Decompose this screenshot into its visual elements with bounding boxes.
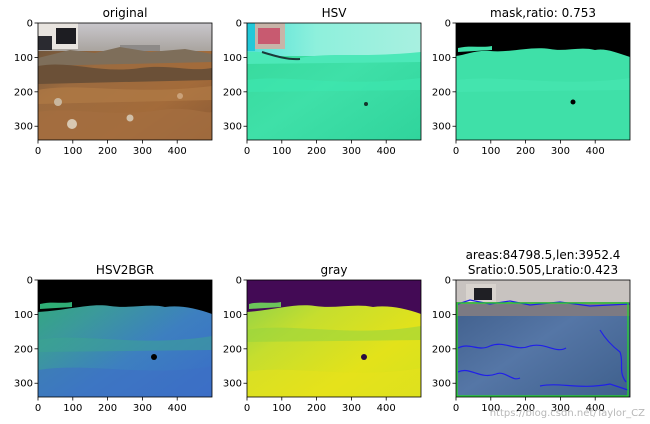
title-hsv: HSV <box>322 6 348 20</box>
original-image <box>38 23 212 140</box>
mask-xtick-label: 0 <box>453 146 459 157</box>
original-ytick-label: 300 <box>14 122 33 133</box>
contours-ytick-label: 200 <box>432 344 451 355</box>
panel-hsv2bgr <box>37 279 213 398</box>
original-xtick-label: 400 <box>168 146 187 157</box>
subtitle-contours: Sratio:0.505,Lratio:0.423 <box>468 263 618 277</box>
gray-xtick-label: 400 <box>377 403 396 414</box>
contours-ytick-label: 100 <box>432 310 451 321</box>
contours-ytick-label: 0 <box>445 276 451 287</box>
hsv2bgr-xtick-label: 200 <box>98 403 117 414</box>
hsv2bgr-ytick-label: 200 <box>14 344 33 355</box>
title-mask: mask,ratio: 0.753 <box>490 6 596 20</box>
hsv2bgr-ytick-label: 100 <box>14 310 33 321</box>
original-ytick-label: 200 <box>14 87 33 98</box>
hsv-xtick-label: 200 <box>307 146 326 157</box>
title-original: original <box>103 6 148 20</box>
hsv-ytick-label: 0 <box>236 19 242 30</box>
gray-xtick-label: 0 <box>244 403 250 414</box>
mask-frame <box>455 22 631 141</box>
watermark: https://blog.csdn.net/Taylor_CZ <box>490 408 645 419</box>
mask-xtick-label: 400 <box>586 146 605 157</box>
mask-ytick-label: 300 <box>432 122 451 133</box>
mask-xtick-label: 100 <box>481 146 500 157</box>
original-ytick-label: 100 <box>14 53 33 64</box>
original-ytick-label: 0 <box>27 19 33 30</box>
gray-image <box>247 280 421 397</box>
annotations: 0 100 200 300 400 0 100 200 300 0 100 200 300 400 0 100… <box>14 19 605 415</box>
hsv-xtick-label: 100 <box>272 146 291 157</box>
contours-xtick-label: 100 <box>481 403 500 414</box>
gray-ytick-label: 100 <box>223 310 242 321</box>
panel-gray <box>246 279 422 398</box>
hsv-ytick-label: 100 <box>223 53 242 64</box>
hsv-xtick-label: 0 <box>244 146 250 157</box>
title-contours: areas:84798.5,len:3952.4 <box>466 248 621 262</box>
contours-xtick-label: 0 <box>453 403 459 414</box>
original-xtick-label: 300 <box>133 146 152 157</box>
original-xtick-label: 200 <box>98 146 117 157</box>
mask-xtick-label: 200 <box>516 146 535 157</box>
hsv2bgr-image <box>38 280 212 397</box>
hsv-image <box>247 23 421 140</box>
hsv2bgr-xtick-label: 300 <box>133 403 152 414</box>
title-gray: gray <box>320 263 347 277</box>
gray-xtick-label: 100 <box>272 403 291 414</box>
mask-ytick-label: 0 <box>445 19 451 30</box>
hsv-xtick-label: 400 <box>377 146 396 157</box>
hsv-ytick-label: 300 <box>223 122 242 133</box>
title-hsv2bgr: HSV2BGR <box>96 263 154 277</box>
hsv2bgr-frame <box>37 279 213 398</box>
panel-contours <box>455 279 631 398</box>
panel-hsv <box>246 22 422 141</box>
hsv2bgr-ytick-label: 0 <box>27 276 33 287</box>
original-xtick-label: 0 <box>35 146 41 157</box>
hsv2bgr-xtick-label: 0 <box>35 403 41 414</box>
mask-ytick-label: 100 <box>432 53 451 64</box>
mask-image <box>456 23 630 140</box>
contours-xtick-label: 300 <box>551 403 570 414</box>
original-xtick-label: 100 <box>63 146 82 157</box>
hsv-xtick-label: 300 <box>342 146 361 157</box>
mask-xtick-label: 300 <box>551 146 570 157</box>
gray-ytick-label: 200 <box>223 344 242 355</box>
original-frame <box>37 22 213 141</box>
gray-ytick-label: 300 <box>223 379 242 390</box>
contours-ytick-label: 300 <box>432 379 451 390</box>
contours-image <box>456 280 630 397</box>
hsv-ytick-label: 200 <box>223 87 242 98</box>
gray-xtick-label: 300 <box>342 403 361 414</box>
hsv-frame <box>246 22 422 141</box>
gray-xtick-label: 200 <box>307 403 326 414</box>
panel-original <box>37 22 213 141</box>
hsv2bgr-ytick-label: 300 <box>14 379 33 390</box>
gray-ytick-label: 0 <box>236 276 242 287</box>
contours-xtick-label: 200 <box>516 403 535 414</box>
mask-ytick-label: 200 <box>432 87 451 98</box>
hsv2bgr-xtick-label: 400 <box>168 403 187 414</box>
contours-xtick-label: 400 <box>586 403 605 414</box>
contours-frame <box>455 279 631 398</box>
gray-frame <box>246 279 422 398</box>
hsv2bgr-xtick-label: 100 <box>63 403 82 414</box>
panel-mask <box>455 22 631 141</box>
